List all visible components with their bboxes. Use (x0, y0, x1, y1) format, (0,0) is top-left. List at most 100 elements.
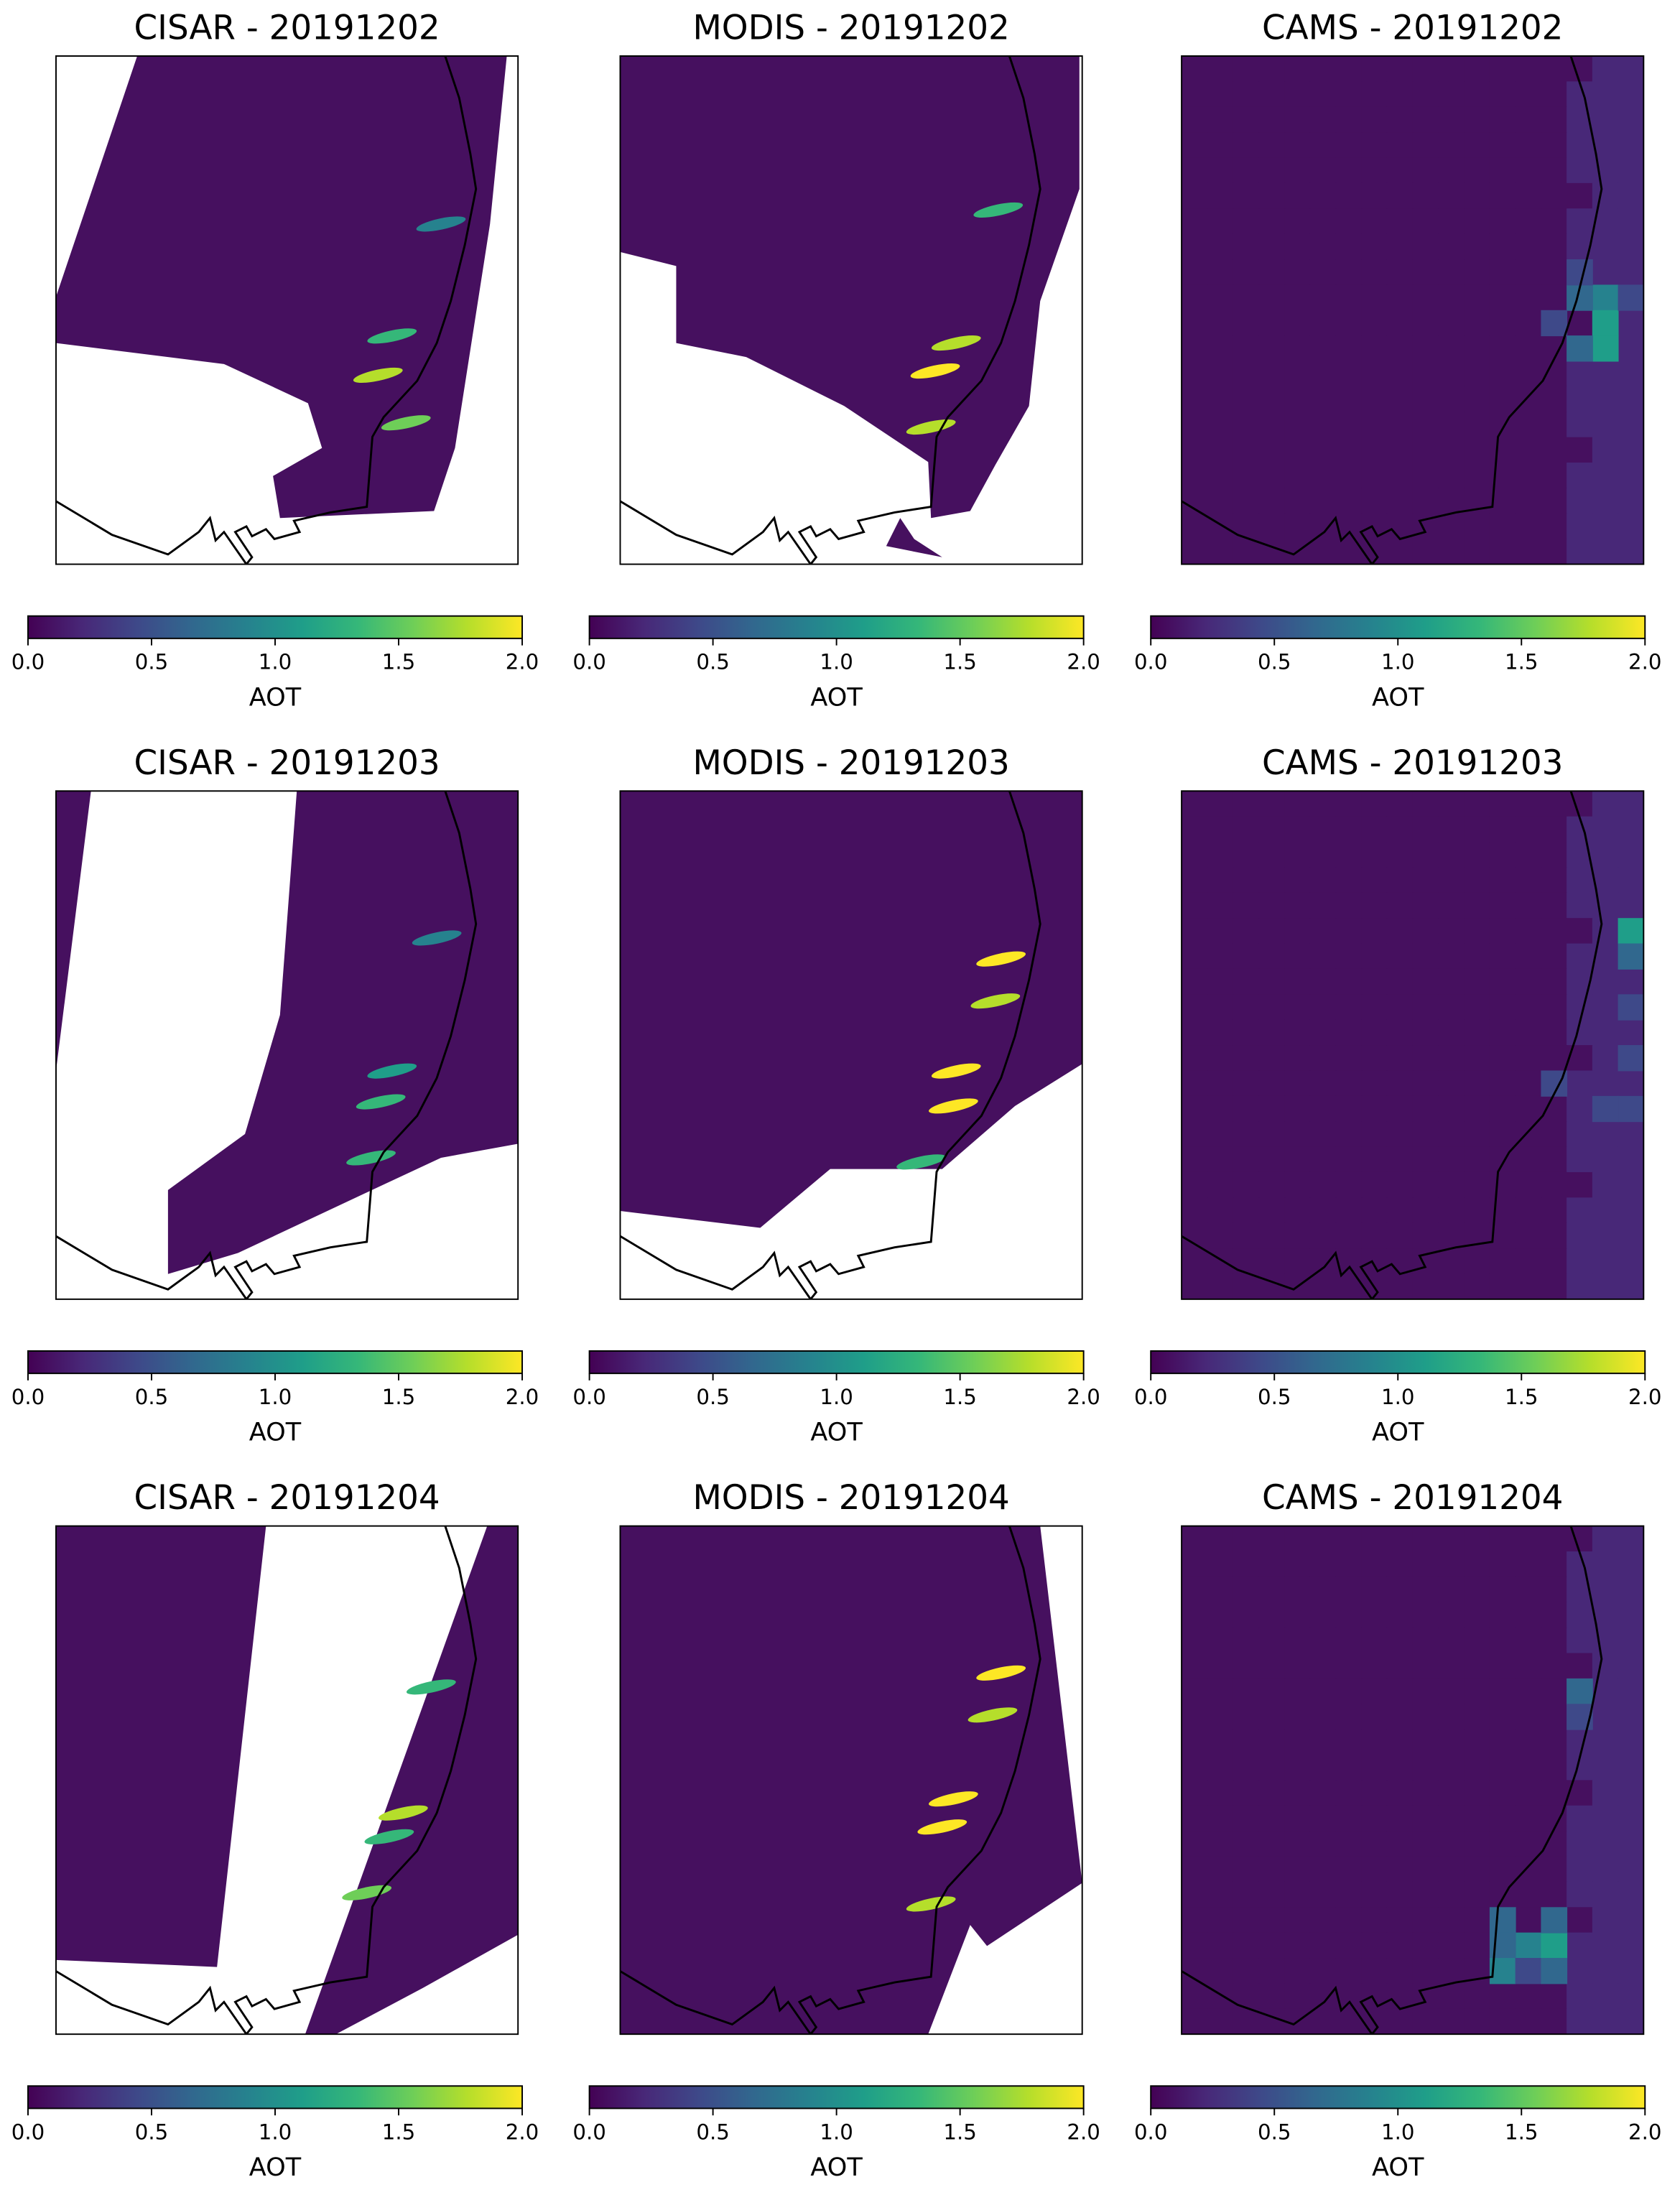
aot-cell (1567, 1197, 1593, 1224)
aot-cell (1182, 1273, 1208, 1299)
colorbar-tick-label: 1.0 (1381, 2120, 1414, 2144)
aot-cell (1618, 182, 1644, 210)
aot-cell (1386, 1577, 1414, 1603)
aot-cell (1258, 386, 1286, 413)
aot-cell (1438, 513, 1465, 540)
aot-cell (1335, 437, 1363, 464)
aot-cell (1207, 2008, 1234, 2035)
aot-cell (1618, 437, 1644, 464)
aot-cell (1464, 1653, 1490, 1679)
aot-cell (1309, 791, 1337, 817)
aot-cell (1233, 1856, 1260, 1883)
aot-cell (1412, 892, 1439, 919)
colorbar (27, 1350, 524, 1375)
aot-cell (1207, 259, 1234, 286)
aot-cell (1284, 208, 1311, 235)
aot-cell (1233, 943, 1260, 970)
aot-cell (1412, 157, 1439, 184)
aot-cell (1412, 1171, 1439, 1199)
aot-cell (1592, 816, 1619, 843)
aot-cell (1233, 1780, 1260, 1806)
aot-cell (1361, 1653, 1388, 1679)
aot-cell (1258, 842, 1286, 868)
aot-cell (1309, 335, 1337, 362)
aot-cell (1335, 81, 1363, 108)
aot-cell (1412, 1045, 1439, 1072)
aot-cell (1464, 816, 1490, 843)
aot-cell (1309, 994, 1337, 1021)
aot-cell (1489, 1045, 1516, 1072)
aot-cell (1515, 1121, 1542, 1148)
aot-cell (1182, 1146, 1208, 1173)
colorbar-tick-label: 0.5 (696, 650, 729, 674)
aot-cell (1515, 1780, 1542, 1806)
aot-cell (1335, 1526, 1363, 1552)
aot-cell (1618, 1907, 1644, 1934)
aot-cell (1592, 1273, 1619, 1299)
aot-cell (1541, 1045, 1568, 1072)
aot-cell (1464, 1248, 1490, 1275)
aot-cell (1233, 918, 1260, 944)
aot-cell (1233, 1526, 1260, 1552)
aot-cell (1207, 539, 1234, 565)
panel-title: CISAR - 20191203 (134, 744, 440, 783)
aot-cell (1361, 361, 1388, 387)
aot-cell (1412, 1628, 1439, 1654)
aot-cell (1515, 284, 1542, 311)
aot-cell (1515, 892, 1542, 919)
aot-cell (1567, 1045, 1593, 1072)
aot-cell (1182, 1045, 1208, 1072)
aot-cell (1515, 1704, 1542, 1730)
aot-cell (1438, 208, 1465, 235)
aot-cell (1567, 310, 1593, 337)
aot-cell (1515, 1983, 1542, 2010)
aot-cell (1438, 259, 1465, 286)
aot-cell (1567, 437, 1593, 464)
aot-cell (1258, 1197, 1286, 1224)
aot-cell (1592, 1070, 1619, 1097)
aot-cell (1207, 488, 1234, 514)
aot-cell (1182, 335, 1208, 362)
aot-cell (1541, 2008, 1568, 2035)
aot-cell (1284, 55, 1311, 83)
aot-cell (1464, 233, 1490, 260)
aot-cell (1567, 1273, 1593, 1299)
aot-cell (1489, 1704, 1516, 1730)
aot-cell (1464, 284, 1490, 311)
aot-cell (1592, 1095, 1619, 1123)
aot-cell (1567, 208, 1593, 235)
aot-cell (1438, 1577, 1465, 1603)
aot-cell (1284, 106, 1311, 134)
aot-cell (1284, 1628, 1311, 1654)
aot-cell (1258, 1248, 1286, 1275)
aot-cell (1233, 412, 1260, 438)
aot-cell (1618, 488, 1644, 514)
aot-cell (1309, 1602, 1337, 1629)
aot-cell (1515, 157, 1542, 184)
aot-cell (1592, 81, 1619, 108)
aot-cell (1592, 335, 1619, 362)
aot-cell (1438, 1983, 1465, 2010)
aot-cell (1233, 208, 1260, 235)
aot-cell (1412, 106, 1439, 134)
aot-cell (1258, 1831, 1286, 1857)
aot-cell (1233, 1551, 1260, 1578)
aot-cell (1386, 1678, 1414, 1705)
aot-cell (1207, 1780, 1234, 1806)
colorbar-tick-label: 0.0 (1134, 2120, 1167, 2144)
colorbar-tick-label: 2.0 (1067, 1385, 1100, 1409)
aot-cell (1335, 918, 1363, 944)
aot-cell (1567, 1628, 1593, 1654)
panel-title: CAMS - 20191204 (1262, 1479, 1563, 1518)
aot-cell (1489, 1551, 1516, 1578)
smoke-plume (929, 1098, 978, 1114)
aot-cell (1335, 463, 1363, 489)
aot-cell (1258, 81, 1286, 108)
aot-cell (1464, 2008, 1490, 2035)
aot-cell (1412, 463, 1439, 489)
aot-cell (1438, 791, 1465, 817)
aot-cell (1207, 1881, 1234, 1908)
aot-cell (1233, 1881, 1260, 1908)
aot-cell (1207, 816, 1234, 843)
aot-cell (1207, 1932, 1234, 1959)
